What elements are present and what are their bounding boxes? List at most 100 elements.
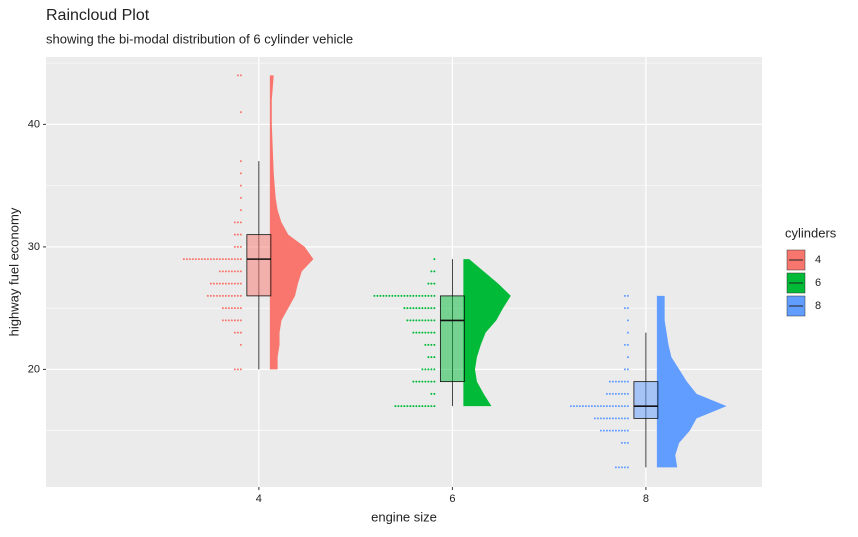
dot [433, 282, 436, 285]
dot [230, 307, 233, 310]
dot [584, 405, 587, 408]
dot [430, 392, 433, 395]
dot [397, 405, 400, 408]
dot [415, 294, 418, 297]
x-tick-label: 4 [256, 493, 262, 505]
dot [608, 380, 611, 383]
dot [236, 368, 239, 371]
dot [239, 184, 242, 187]
dot [221, 258, 224, 261]
dot [421, 380, 424, 383]
dot [415, 331, 418, 334]
dot [614, 380, 617, 383]
dot [412, 380, 415, 383]
dot [403, 405, 406, 408]
dot [403, 307, 406, 310]
dot [403, 294, 406, 297]
dot [209, 258, 212, 261]
dot [623, 417, 626, 420]
dot [373, 294, 376, 297]
dot [236, 74, 239, 77]
dot [406, 405, 409, 408]
dot [611, 429, 614, 432]
dot [421, 405, 424, 408]
dot [427, 319, 430, 322]
dot [575, 405, 578, 408]
y-tick-label: 20 [28, 363, 40, 375]
chart-subtitle: showing the bi-modal distribution of 6 c… [46, 31, 353, 46]
density [656, 295, 727, 468]
dot [233, 319, 236, 322]
dot [224, 258, 227, 261]
dot [602, 417, 605, 420]
dot [391, 294, 394, 297]
dot [197, 258, 200, 261]
legend-label: 8 [815, 300, 821, 312]
dot [230, 319, 233, 322]
dot [239, 282, 242, 285]
dot [605, 417, 608, 420]
dot [427, 282, 430, 285]
dot [593, 417, 596, 420]
dot [415, 405, 418, 408]
dot [212, 258, 215, 261]
dot [623, 343, 626, 346]
dot [430, 294, 433, 297]
dot [233, 233, 236, 236]
dot [227, 294, 230, 297]
dot [409, 405, 412, 408]
dot [611, 392, 614, 395]
dot [430, 282, 433, 285]
dot [626, 441, 629, 444]
dot [623, 441, 626, 444]
dot [221, 319, 224, 322]
dot [236, 282, 239, 285]
dot [239, 368, 242, 371]
dot [608, 429, 611, 432]
dot [412, 319, 415, 322]
dot [224, 270, 227, 273]
dot [617, 466, 620, 469]
dot [427, 294, 430, 297]
dot [212, 294, 215, 297]
dot [412, 294, 415, 297]
dot [421, 368, 424, 371]
dot [433, 380, 436, 383]
dot [587, 405, 590, 408]
dot [236, 331, 239, 334]
dot [233, 221, 236, 224]
legend-title: cylinders [785, 225, 837, 240]
dot [626, 380, 629, 383]
dot [626, 405, 629, 408]
dot [406, 307, 409, 310]
x-tick-label: 6 [449, 493, 455, 505]
dot [412, 331, 415, 334]
dot [182, 258, 185, 261]
dot [221, 270, 224, 273]
y-axis-title: highway fuel economy [6, 207, 21, 336]
dot [626, 343, 629, 346]
dot [418, 307, 421, 310]
dot [430, 307, 433, 310]
dot [236, 245, 239, 248]
dot [430, 331, 433, 334]
dot [227, 307, 230, 310]
dot [233, 245, 236, 248]
dot [620, 466, 623, 469]
dot [614, 417, 617, 420]
dot [430, 368, 433, 371]
dot [593, 405, 596, 408]
dot [611, 380, 614, 383]
dot [239, 160, 242, 163]
dot [620, 429, 623, 432]
dot [614, 405, 617, 408]
dot [614, 429, 617, 432]
dot [382, 294, 385, 297]
dot [427, 380, 430, 383]
x-tick-label: 8 [643, 493, 649, 505]
dot [239, 111, 242, 114]
dot [400, 405, 403, 408]
dot [191, 258, 194, 261]
dot [239, 233, 242, 236]
dot [421, 307, 424, 310]
